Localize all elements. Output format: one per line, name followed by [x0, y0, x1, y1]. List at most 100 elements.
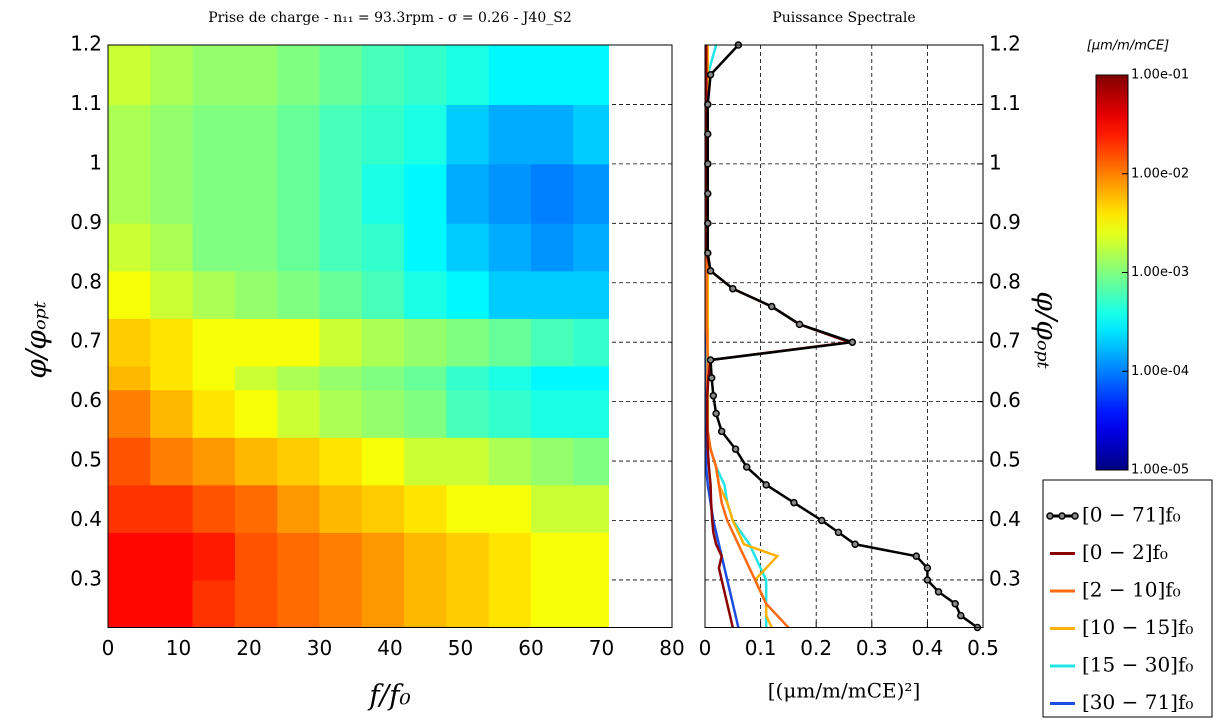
heatmap-cell	[488, 104, 532, 165]
heatmap-cell	[192, 484, 236, 533]
heatmap-cell	[446, 163, 490, 224]
series-marker	[704, 219, 712, 228]
heatmap-cell	[108, 104, 151, 165]
heatmap-cell	[150, 270, 194, 319]
heatmap-cell	[573, 484, 610, 533]
heatmap-cell	[404, 365, 447, 391]
heatmap-cell	[446, 365, 490, 391]
heatmap-cell	[488, 270, 532, 319]
heatmap-cell	[404, 223, 447, 272]
colorbar-tick-label: 1.00e-04	[1131, 364, 1189, 379]
x-tick-label: 0.2	[800, 636, 832, 660]
heatmap-cell	[150, 389, 194, 438]
series-marker	[848, 338, 857, 346]
heatmap-cell	[361, 223, 405, 272]
y-tick-label: 0.5	[70, 448, 102, 472]
heatmap-cell	[361, 270, 405, 319]
heatmap-cell	[192, 437, 236, 486]
heatmap-cell	[234, 270, 278, 319]
heatmap-cell	[361, 484, 405, 533]
heatmap-cell	[361, 318, 405, 367]
plot-frame	[704, 44, 984, 628]
series-marker	[704, 160, 712, 168]
y-tick-label: 1.1	[70, 91, 102, 115]
series-marker	[790, 498, 798, 507]
x-axis-label: [(μm/m/mCE)²]	[768, 679, 921, 703]
heatmap-cell	[446, 579, 490, 628]
heatmap-cell	[361, 532, 405, 581]
legend-label: [30 − 71]f₀	[1082, 690, 1193, 714]
series-marker	[818, 516, 826, 525]
heatmap-cell	[573, 365, 610, 391]
series-marker	[706, 70, 715, 79]
heatmap-cell	[446, 270, 490, 319]
heatmap-cell	[404, 579, 447, 628]
heatmap-cell	[319, 437, 363, 486]
heatmap-cell	[573, 270, 610, 319]
heatmap-cell	[404, 163, 447, 224]
heatmap-cell	[150, 437, 194, 486]
y-tick-label: 0.5	[989, 448, 1021, 472]
heatmap-cell	[361, 389, 405, 438]
series-marker	[704, 100, 712, 109]
heatmap-cell	[446, 389, 490, 438]
y-tick-label: 0.8	[989, 269, 1021, 293]
y-tick-label: 0.4	[70, 507, 102, 531]
x-tick-label: 60	[518, 636, 543, 660]
x-tick-label: 0.4	[911, 636, 943, 660]
heatmap-cell	[488, 484, 532, 533]
heatmap-cell	[573, 163, 610, 224]
heatmap-cell	[361, 579, 405, 628]
heatmap-cell	[488, 163, 532, 224]
y-tick-label: 1	[89, 150, 102, 174]
heatmap-cell	[108, 437, 151, 486]
heatmap-cell	[488, 389, 532, 438]
heatmap-cell	[488, 45, 532, 105]
heatmap-cell	[150, 532, 194, 581]
y-tick-label: 1.2	[70, 32, 102, 56]
heatmap-cell	[108, 389, 151, 438]
heatmap-cell	[319, 579, 363, 628]
heatmap-cell	[531, 532, 574, 581]
series-marker	[706, 356, 715, 364]
heatmap-cell	[531, 318, 574, 367]
series-marker	[704, 130, 712, 138]
heatmap-cell	[319, 45, 363, 105]
heatmap-cell	[234, 104, 278, 165]
heatmap-cell	[531, 270, 574, 319]
heatmap-cell	[108, 270, 151, 319]
colorbar-tick-label: 1.00e-03	[1131, 265, 1189, 280]
y-tick-label: 0.7	[989, 329, 1021, 353]
heatmap-cell	[446, 318, 490, 367]
series-marker	[951, 599, 959, 608]
series-marker	[923, 576, 932, 584]
heatmap-cell	[319, 270, 363, 319]
legend-box	[1042, 479, 1213, 718]
x-tick-label: 80	[659, 636, 684, 660]
heatmap-cell	[488, 437, 532, 486]
heatmap-cell	[277, 579, 320, 628]
heatmap-cell	[531, 484, 574, 533]
heatmap-cell	[192, 532, 236, 581]
series-marker	[707, 374, 716, 382]
heatmap-cell	[531, 389, 574, 438]
heatmap-cell	[531, 437, 574, 486]
spectrum-title: Puissance Spectrale	[772, 10, 915, 26]
heatmap-cell	[446, 437, 490, 486]
heatmap-cell	[531, 579, 574, 628]
heatmap-cell	[404, 484, 447, 533]
heatmap-cell	[573, 45, 610, 105]
heatmap-cell	[108, 484, 151, 533]
x-tick-label: 0	[102, 636, 115, 660]
heatmap-cell	[573, 389, 610, 438]
legend-marker	[1058, 512, 1066, 520]
heatmap-cell	[108, 579, 151, 628]
heatmap-cell	[192, 163, 236, 224]
heatmap-cell	[319, 365, 363, 391]
series-marker	[706, 267, 715, 275]
heatmap-cell	[446, 45, 490, 105]
y-tick-label: 0.9	[989, 210, 1021, 234]
heatmap-cell	[277, 532, 320, 581]
heatmap-cell	[319, 163, 363, 224]
